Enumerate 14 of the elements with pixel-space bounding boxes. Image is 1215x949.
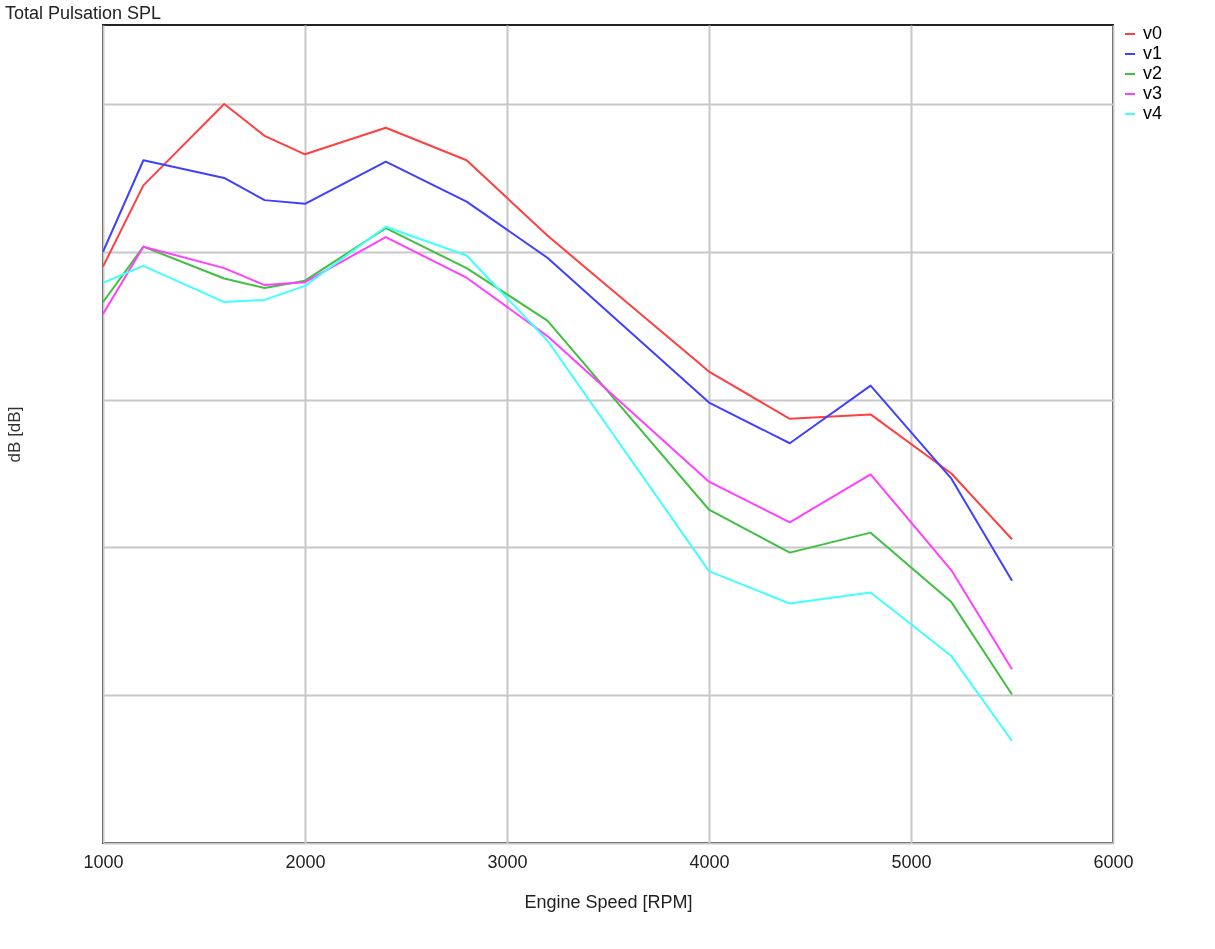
legend-label: v1 [1143,43,1163,63]
x-tick-label: 1000 [83,851,124,872]
x-tick-label: 4000 [689,851,730,872]
legend-label: v3 [1143,83,1163,103]
x-tick-label: 3000 [487,851,528,872]
legend-label: v0 [1143,23,1163,43]
legend-label: v4 [1143,103,1163,123]
chart-title: Total Pulsation SPL [5,3,162,23]
y-axis-title: dB [dB] [4,406,24,463]
legend-label: v2 [1143,63,1163,83]
x-axis-title: Engine Speed [RPM] [524,891,693,912]
x-tick-label: 2000 [285,851,326,872]
x-tick-label: 6000 [1093,851,1134,872]
x-tick-label: 5000 [891,851,932,872]
